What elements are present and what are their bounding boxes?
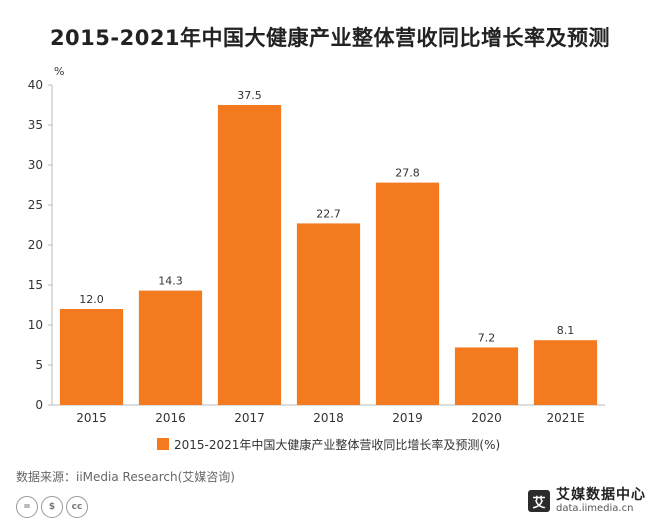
bar-value-label: 12.0 <box>79 293 104 306</box>
license-badges: = $ cc <box>16 496 88 518</box>
y-axis-unit-label: % <box>54 65 64 78</box>
x-tick-label: 2020 <box>471 411 502 425</box>
legend-label: 2015-2021年中国大健康产业整体营收同比增长率及预测(%) <box>174 437 500 452</box>
y-tick-label: 20 <box>28 238 43 252</box>
x-tick-label: 2018 <box>313 411 344 425</box>
bar-value-label: 14.3 <box>158 275 183 288</box>
brand-logo: 艾 艾媒数据中心 data.iimedia.cn <box>528 487 646 515</box>
bar <box>375 182 440 405</box>
y-tick-label: 15 <box>28 278 43 292</box>
data-source: 数据来源：iiMedia Research(艾媒咨询) <box>16 470 235 484</box>
brand-name: 艾媒数据中心 <box>556 487 646 503</box>
bar <box>59 309 124 405</box>
x-tick-label: 2021E <box>546 411 584 425</box>
cc-nc-icon: $ <box>41 496 63 518</box>
bar-value-label: 8.1 <box>557 324 575 337</box>
y-tick-label: 25 <box>28 198 43 212</box>
iimedia-logo-icon: 艾 <box>528 490 550 513</box>
bar <box>296 223 361 405</box>
bar <box>138 290 203 405</box>
x-tick-label: 2017 <box>234 411 265 425</box>
bar <box>454 347 519 405</box>
chart-title: 2015-2021年中国大健康产业整体营收同比增长率及预测 <box>49 26 611 50</box>
bar-value-label: 22.7 <box>316 207 341 220</box>
bar-chart: 0 5 10 15 20 25 30 35 40% 12.0 2015 14.3 2016 37.5 201… <box>28 65 605 452</box>
bar <box>217 105 282 405</box>
bar-value-label: 27.8 <box>395 167 420 180</box>
legend: 2015-2021年中国大健康产业整体营收同比增长率及预测(%) <box>157 437 500 452</box>
y-tick-label: 30 <box>28 158 43 172</box>
y-tick-label: 40 <box>28 78 43 92</box>
x-tick-label: 2019 <box>392 411 423 425</box>
y-tick-label: 35 <box>28 118 43 132</box>
y-tick-label: 10 <box>28 318 43 332</box>
legend-swatch <box>157 438 169 450</box>
cc-icon: cc <box>66 496 88 518</box>
cc-nd-icon: = <box>16 496 38 518</box>
bar-value-label: 37.5 <box>237 89 262 102</box>
brand-url: data.iimedia.cn <box>556 503 634 515</box>
bar <box>533 340 598 405</box>
y-tick-label: 0 <box>35 398 43 412</box>
y-tick-label: 5 <box>35 358 43 372</box>
x-tick-label: 2016 <box>155 411 186 425</box>
x-tick-label: 2015 <box>76 411 107 425</box>
bar-value-label: 7.2 <box>478 331 496 344</box>
